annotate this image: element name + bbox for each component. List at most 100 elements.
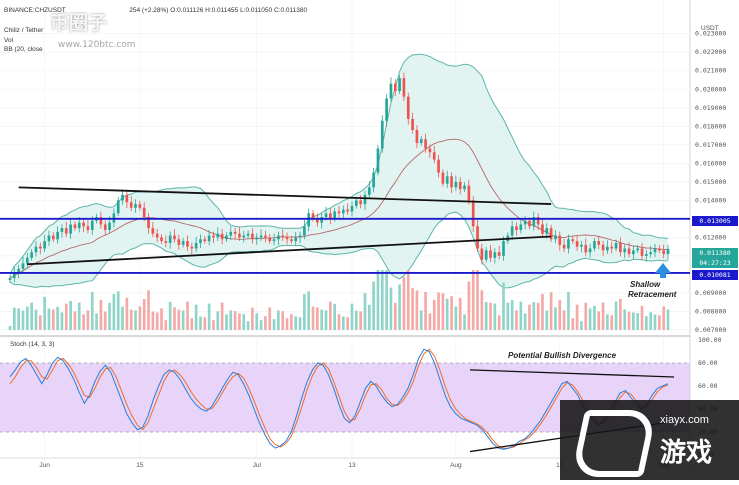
- candle-body: [43, 241, 46, 249]
- candle-body: [233, 231, 237, 234]
- candle-body: [290, 239, 293, 242]
- candle-body: [337, 211, 341, 214]
- volume-bar: [207, 303, 211, 330]
- volume-bar: [567, 292, 570, 330]
- candle-body: [277, 235, 280, 240]
- time-tick-label: 17: [556, 462, 564, 469]
- candle-body: [155, 233, 159, 238]
- candle-body: [662, 250, 666, 255]
- volume-bar: [112, 294, 116, 330]
- candle-body: [411, 118, 414, 130]
- volume-bar: [129, 309, 133, 330]
- candle-body: [385, 98, 388, 121]
- candle-body: [610, 246, 614, 249]
- candle-body: [121, 194, 124, 201]
- bollinger-basis-line: [9, 138, 669, 279]
- volume-bar: [627, 311, 631, 330]
- bollinger-label: BB (20, close: [4, 46, 43, 53]
- volume-bar: [536, 302, 540, 330]
- volume-bar: [320, 309, 324, 330]
- candle-body: [549, 228, 553, 240]
- candle-body: [584, 244, 588, 253]
- candle-body: [580, 244, 583, 247]
- price-trendline: [18, 186, 552, 205]
- volume-bar: [268, 307, 272, 330]
- candle-body: [199, 239, 202, 243]
- volume-bar: [432, 299, 436, 330]
- volume-bar: [584, 302, 588, 330]
- volume-bar: [264, 316, 267, 330]
- candle-body: [402, 78, 406, 97]
- volume-bar: [73, 311, 77, 330]
- candle-body: [406, 96, 410, 119]
- volume-bar: [471, 270, 475, 330]
- volume-bar: [173, 307, 176, 330]
- stoch-title: Stoch (14, 3, 3): [10, 341, 54, 348]
- stoch-k-line: [9, 348, 669, 450]
- volume-bar: [164, 320, 168, 330]
- candle-body: [528, 220, 531, 227]
- volume-bar: [549, 292, 553, 330]
- candle-body: [21, 263, 25, 269]
- volume-bar: [116, 291, 120, 330]
- symbol-label: BINANCE:CHZUSDT: [4, 7, 66, 14]
- volume-bar: [406, 270, 410, 330]
- volume-bar: [251, 307, 254, 330]
- candle-body: [168, 235, 172, 243]
- price-tick-label: 0.020000: [695, 85, 726, 93]
- price-tick-label: 0.014000: [695, 196, 726, 204]
- candle-body: [77, 222, 81, 229]
- candle-body: [372, 172, 375, 188]
- divergence-note: Potential Bullish Divergence: [508, 351, 617, 360]
- candle-body: [186, 241, 189, 247]
- stoch-tick-label: 60.00: [698, 382, 718, 390]
- volume-bar: [528, 304, 531, 330]
- volume-bar: [138, 306, 142, 330]
- volume-bar: [424, 292, 427, 330]
- volume-bar: [333, 303, 337, 330]
- watermark-url: www.120btc.com: [58, 40, 136, 50]
- candle-body: [441, 172, 445, 184]
- change-label: 254 (+2.28%): [129, 7, 169, 14]
- volume-bar: [545, 310, 549, 330]
- time-tick-label: Jul: [253, 462, 262, 469]
- last-price-tag: 0.011380: [692, 248, 738, 258]
- volume-bar: [86, 310, 90, 330]
- volume-bar: [277, 310, 280, 330]
- volume-bar: [506, 302, 510, 330]
- volume-bar: [359, 311, 362, 330]
- volume-bar: [220, 302, 224, 330]
- volume-bar: [142, 299, 146, 330]
- price-tick-label: 0.023000: [695, 30, 726, 38]
- low-label: L:0.011050: [240, 7, 273, 14]
- volume-bar: [69, 301, 72, 330]
- volume-bar: [203, 317, 207, 330]
- candle-body: [510, 226, 514, 236]
- candle-body: [303, 226, 306, 236]
- volume-bar: [121, 306, 124, 330]
- corner-watermark-brand: 游戏: [660, 438, 713, 468]
- volume-bar: [389, 287, 393, 330]
- volume-bar: [316, 307, 319, 330]
- volume-bar: [168, 301, 172, 330]
- volume-bar: [350, 303, 354, 330]
- volume-bar: [662, 306, 666, 330]
- candle-body: [484, 250, 488, 260]
- candle-body: [424, 139, 427, 149]
- close-label: C:0.011380: [273, 7, 308, 14]
- level-low-tag: 0.010081: [692, 270, 738, 280]
- countdown-tag: 04:27:23: [692, 258, 738, 268]
- candle-body: [614, 242, 618, 249]
- candle-body: [636, 248, 640, 251]
- candle-body: [489, 250, 492, 258]
- volume-bar: [272, 319, 276, 330]
- time-tick-label: 13: [348, 462, 356, 469]
- candle-body: [190, 246, 194, 249]
- candle-body: [653, 248, 657, 253]
- candle-body: [350, 205, 354, 212]
- level-high-tag: 0.013005: [692, 216, 738, 226]
- candle-body: [103, 224, 107, 230]
- price-tick-label: 0.018000: [695, 122, 726, 130]
- volume-bar: [571, 318, 575, 330]
- candle-body: [203, 239, 207, 242]
